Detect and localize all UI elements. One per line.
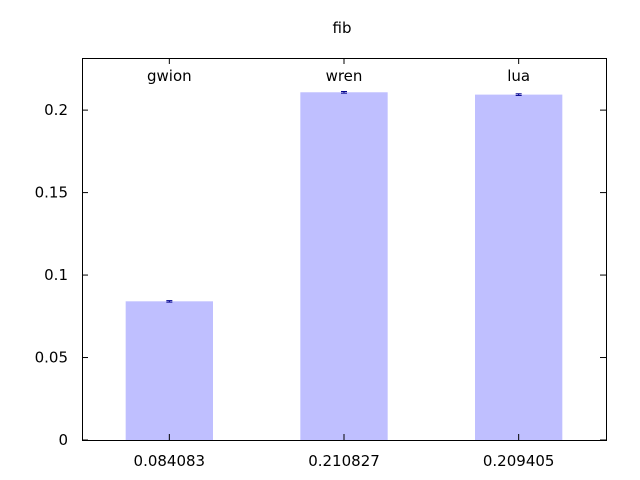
y-tick-label: 0.05 <box>35 349 68 367</box>
y-tick-label: 0.2 <box>44 101 68 119</box>
category-label-lua: lua <box>507 67 530 85</box>
x-tick-label: 0.210827 <box>308 452 380 470</box>
error-bars-layer <box>166 90 522 303</box>
chart-title: fib <box>333 19 352 37</box>
y-tick-label: 0 <box>58 431 68 449</box>
category-label-gwion: gwion <box>147 67 192 85</box>
bars-layer <box>125 92 563 441</box>
x-tick-label: 0.084083 <box>134 452 206 470</box>
x-tick-label: 0.209405 <box>483 452 555 470</box>
bar-wren <box>300 92 388 441</box>
x-axis: 0.084083 0.210827 0.209405 <box>134 58 555 470</box>
y-tick-label: 0.15 <box>35 184 68 202</box>
bar-lua <box>475 94 563 440</box>
y-axis: 0 0.05 0.1 0.15 0.2 <box>35 101 606 449</box>
bar-gwion <box>125 301 213 440</box>
y-tick-label: 0.1 <box>44 266 68 284</box>
category-labels: gwion wren lua <box>147 67 530 85</box>
category-label-wren: wren <box>326 67 363 85</box>
